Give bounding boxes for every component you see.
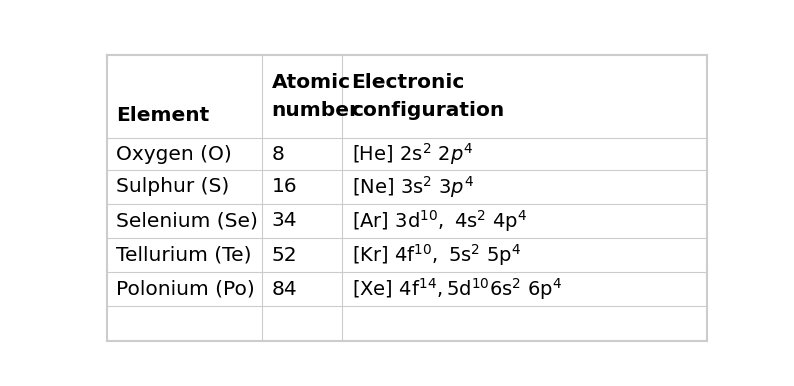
Text: Oxygen (O): Oxygen (O) — [116, 145, 232, 164]
Text: Tellurium (Te): Tellurium (Te) — [116, 245, 252, 265]
Text: $\mathrm{[Ar]\ 3d^{10},\ 4s^{2}\ 4p^{4}}$: $\mathrm{[Ar]\ 3d^{10},\ 4s^{2}\ 4p^{4}}… — [352, 208, 526, 234]
Text: $\mathrm{[He]\ 2s^{2}\ \mathit{2p}^{4}}$: $\mathrm{[He]\ 2s^{2}\ \mathit{2p}^{4}}$ — [352, 141, 473, 167]
Text: Electronic
configuration: Electronic configuration — [352, 73, 505, 120]
Text: 34: 34 — [272, 212, 297, 230]
Text: 52: 52 — [272, 245, 297, 265]
Text: 8: 8 — [272, 145, 284, 164]
Text: Polonium (Po): Polonium (Po) — [116, 280, 255, 299]
Text: $\mathrm{[Ne]\ 3s^{2}\ \mathit{3p}^{4}}$: $\mathrm{[Ne]\ 3s^{2}\ \mathit{3p}^{4}}$ — [352, 174, 473, 200]
Text: Element: Element — [116, 106, 209, 125]
Text: 84: 84 — [272, 280, 297, 299]
Text: $\mathrm{[Kr]\ 4f^{10},\ 5s^{2}\ 5p^{4}}$: $\mathrm{[Kr]\ 4f^{10},\ 5s^{2}\ 5p^{4}}… — [352, 242, 521, 268]
Text: $\mathrm{[Xe]\ 4f^{14},5d^{10}6s^{2}\ 6p^{4}}$: $\mathrm{[Xe]\ 4f^{14},5d^{10}6s^{2}\ 6p… — [352, 276, 562, 302]
Text: Selenium (Se): Selenium (Se) — [116, 212, 258, 230]
Text: Sulphur (S): Sulphur (S) — [116, 177, 229, 196]
Text: 16: 16 — [272, 177, 297, 196]
Text: Atomic
number: Atomic number — [272, 73, 360, 120]
